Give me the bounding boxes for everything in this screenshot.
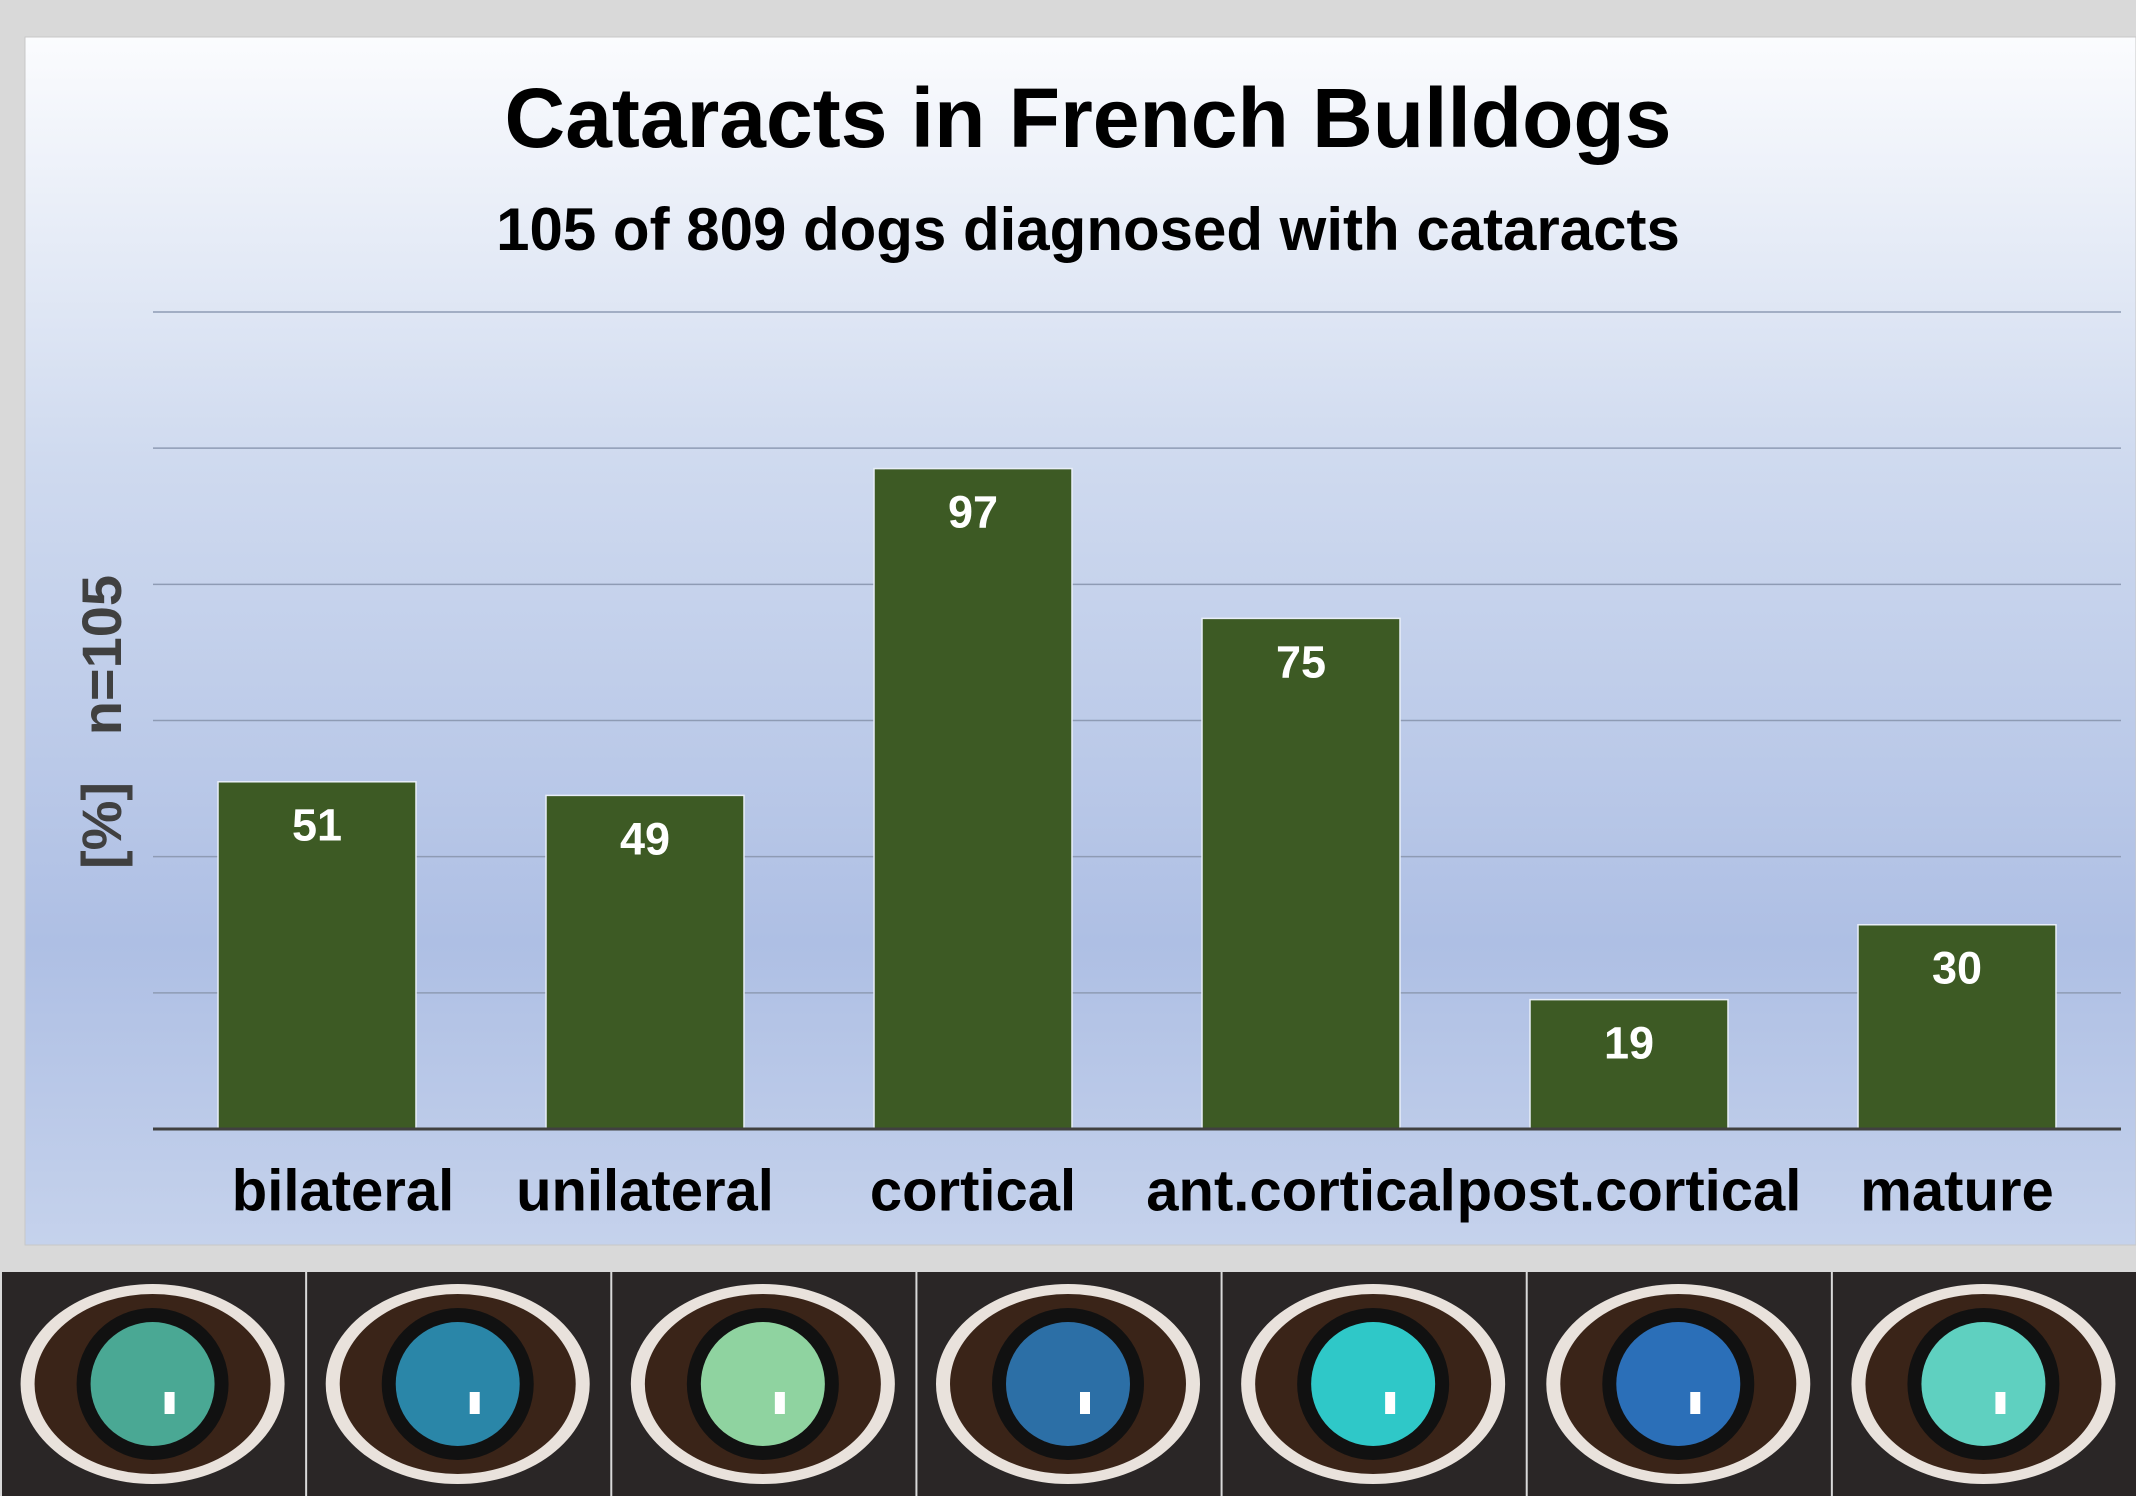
eye-pupil xyxy=(1921,1322,2046,1446)
bar xyxy=(873,467,1073,1130)
bar xyxy=(1529,998,1729,1130)
eye-pupil xyxy=(395,1322,520,1446)
eye-glint xyxy=(164,1392,175,1414)
x-tick-label: bilateral xyxy=(232,1158,454,1223)
eye-pupil xyxy=(1006,1322,1130,1446)
bar xyxy=(1201,617,1401,1130)
eye-glint xyxy=(469,1392,480,1414)
value-label: 19 xyxy=(1604,1018,1654,1069)
eye-pupil xyxy=(90,1322,215,1446)
chart-title: Cataracts in French Bulldogs xyxy=(505,71,1672,165)
value-label: 49 xyxy=(620,813,670,864)
value-label: 97 xyxy=(948,486,998,537)
eye-pupil xyxy=(700,1322,825,1446)
eye-pupil xyxy=(1616,1322,1741,1446)
eye-glint xyxy=(1995,1392,2006,1414)
eye-pupil xyxy=(1311,1322,1436,1446)
x-tick-label: ant.cortical xyxy=(1146,1158,1455,1223)
chart-subtitle: 105 of 809 dogs diagnosed with cataracts xyxy=(496,196,1680,263)
value-label: 51 xyxy=(292,800,342,851)
x-tick-label: post.cortical xyxy=(1457,1158,1802,1223)
eye-photos xyxy=(2,1272,2136,1496)
bar xyxy=(1857,924,2057,1130)
x-tick-label: mature xyxy=(1860,1158,2053,1223)
x-tick-label: cortical xyxy=(870,1158,1076,1223)
eye-glint xyxy=(774,1392,785,1414)
x-tick-label: unilateral xyxy=(516,1158,774,1223)
eye-glint xyxy=(1080,1392,1090,1414)
value-label: 75 xyxy=(1276,636,1326,687)
y-axis-label: [%] n=105 xyxy=(70,575,133,869)
eye-glint xyxy=(1690,1392,1701,1414)
value-label: 30 xyxy=(1932,943,1982,994)
eye-glint xyxy=(1385,1392,1396,1414)
